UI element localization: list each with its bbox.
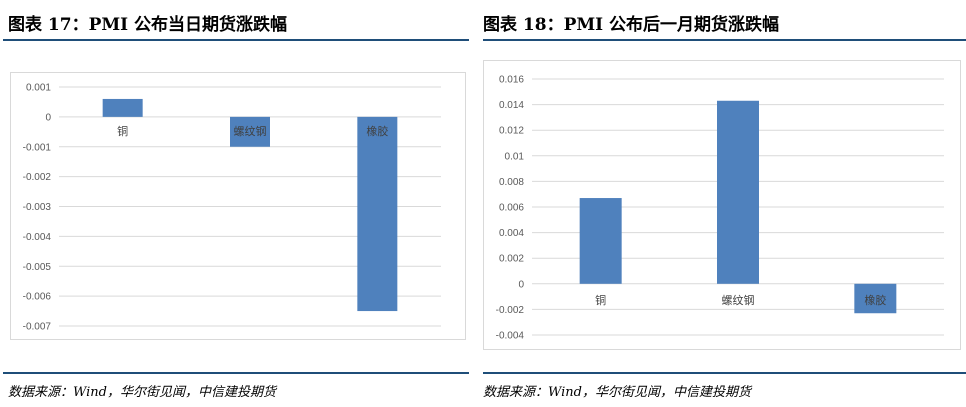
y-tick-label: -0.003: [23, 202, 52, 213]
title-rule: [483, 39, 966, 41]
y-tick-label: 0.008: [499, 177, 524, 188]
title-rule: [3, 39, 469, 41]
category-label: 橡胶: [366, 124, 388, 138]
bar: [854, 283, 897, 314]
bar: [717, 100, 759, 284]
y-tick-label: 0.016: [499, 75, 524, 86]
bar: [357, 116, 398, 312]
figure-panel-18: 图表 18：PMI 公布后一月期货涨跌幅 0.016 0.014 0.012 0.01…: [483, 0, 966, 407]
y-tick-label: 0.006: [499, 203, 524, 214]
y-tick-label: 0: [45, 112, 51, 123]
source-rule: [3, 372, 469, 374]
bar-chart-18: 0.016 0.014 0.012 0.01 0.008 0.006 0.004 0.002 0…: [496, 75, 944, 342]
source-note: 数据来源：Wind，华尔街见闻，中信建投期货: [8, 385, 276, 400]
y-tick-label: 0.002: [499, 254, 524, 265]
y-tick-label: -0.007: [23, 322, 52, 333]
y-tick-label: -0.006: [23, 292, 52, 303]
y-tick-label: 0.012: [499, 126, 524, 137]
bar: [230, 116, 270, 147]
y-tick-label: 0: [518, 279, 524, 290]
figure-panel-17: 图表 17：PMI 公布当日期货涨跌幅 0.001 0 -0.001 -0.002 -0…: [3, 15, 469, 400]
source-note: 数据来源：Wind，华尔街见闻，中信建投期货: [483, 385, 751, 400]
y-tick-label: 0.004: [499, 228, 524, 239]
source-rule: [483, 372, 966, 374]
y-tick-label: 0.014: [499, 100, 524, 111]
bar: [579, 198, 622, 284]
figure-title: 图表 17：PMI 公布当日期货涨跌幅: [8, 15, 288, 35]
bar: [102, 98, 143, 117]
y-tick-label: -0.004: [496, 331, 525, 342]
category-label: 螺纹钢: [234, 124, 267, 138]
category-label: 橡胶: [864, 293, 886, 307]
category-label: 螺纹钢: [722, 293, 755, 307]
y-tick-label: -0.002: [23, 172, 52, 183]
category-label: 铜: [595, 293, 606, 307]
y-tick-label: -0.005: [23, 262, 52, 273]
y-tick-label: 0.01: [505, 151, 525, 162]
figure-title: 图表 18：PMI 公布后一月期货涨跌幅: [483, 15, 780, 35]
y-tick-label: 0.001: [26, 83, 51, 94]
y-tick-label: -0.001: [23, 142, 52, 153]
chart-area: 0.016 0.014 0.012 0.01 0.008 0.006 0.004 0.002 0…: [483, 60, 961, 350]
y-tick-label: -0.004: [23, 232, 52, 243]
y-tick-label: -0.002: [496, 305, 525, 316]
chart-area: 0.001 0 -0.001 -0.002 -0.003 -0.004 -0.005 -0.0…: [10, 72, 466, 340]
category-label: 铜: [117, 124, 128, 138]
bar-chart-17: 0.001 0 -0.001 -0.002 -0.003 -0.004 -0.005 -0.0…: [23, 83, 441, 333]
